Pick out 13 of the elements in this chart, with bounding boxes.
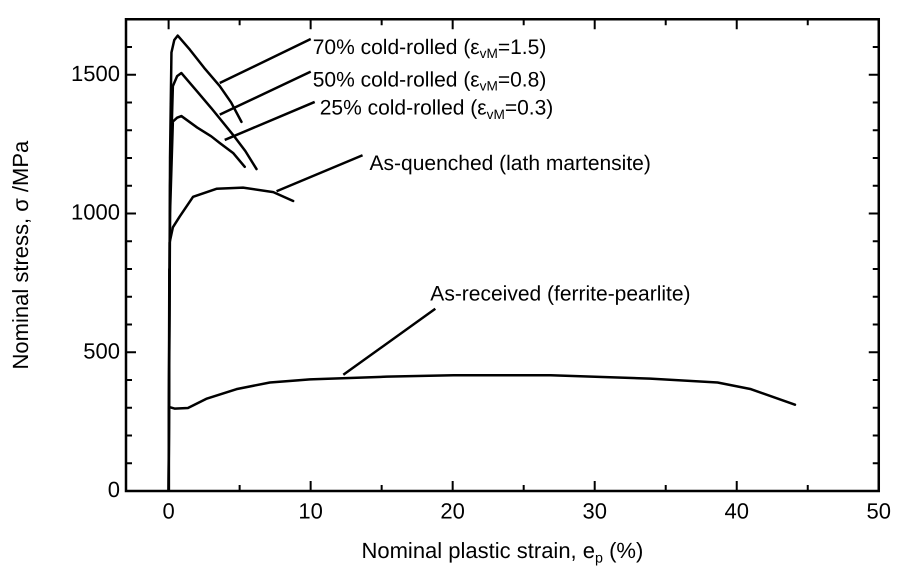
x-tick-label: 30 [582, 498, 607, 524]
x-tick-label: 20 [440, 498, 465, 524]
x-tick-label: 40 [724, 498, 749, 524]
y-tick-label: 1000 [71, 200, 120, 225]
annotation: As-quenched (lath martensite) [370, 152, 651, 176]
y-tick-label: 500 [83, 338, 120, 364]
x-tick-label: 10 [298, 498, 323, 524]
y-axis-title: Nominal stress, σ /MPa [8, 140, 34, 370]
y-tick-label: 0 [108, 477, 120, 502]
annotation: As-received (ferrite-pearlite) [430, 282, 691, 306]
x-tick-label: 50 [866, 498, 892, 524]
x-tick-label: 0 [162, 498, 175, 524]
y-tick-label: 1500 [71, 60, 120, 86]
